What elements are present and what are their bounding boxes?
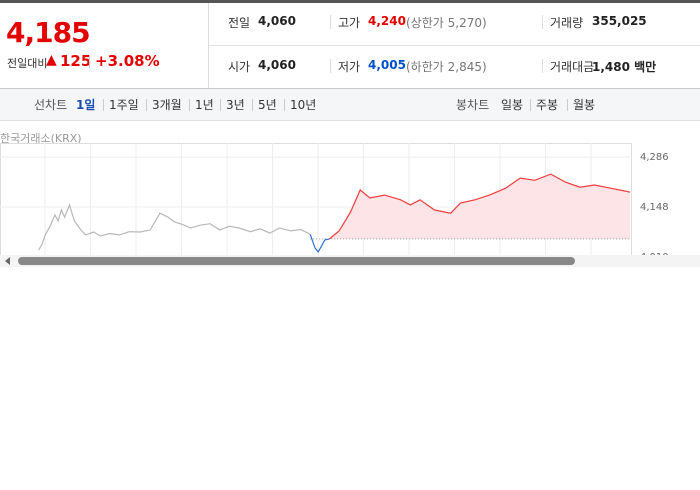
divider: [330, 15, 331, 29]
stat-label: 거래대금: [550, 60, 595, 74]
line: [309, 234, 330, 253]
top-border: [0, 0, 700, 3]
tab[interactable]: 1주일: [109, 98, 139, 112]
y-tick-label: 4,010: [640, 252, 669, 263]
divider: [208, 3, 209, 88]
line: [329, 173, 631, 240]
y-tick-label: 4,148: [640, 202, 669, 213]
source: 한국거래소(KRX): [0, 132, 82, 145]
tab-label: 봉차트: [456, 98, 490, 112]
plot: 4,286 4,148 4,010: [0, 143, 669, 263]
divider: [330, 59, 331, 73]
change-label: 전일대비: [7, 57, 48, 70]
line: [38, 203, 311, 251]
stat-label: 전일: [228, 16, 251, 30]
stat-note: (상한가 5,270): [406, 16, 487, 30]
tab[interactable]: 3개월: [152, 98, 182, 112]
divider: [542, 15, 543, 29]
stat-value: 355,025: [592, 14, 647, 28]
stat-value: 1,480 백만: [592, 60, 657, 74]
stat-note: (하한가 2,845): [406, 60, 487, 74]
chart: 4,286 4,148 4,010: [0, 143, 700, 267]
divider: [220, 99, 221, 111]
scroll-thumb[interactable]: [18, 257, 575, 265]
stat-value: 4,060: [258, 58, 296, 72]
divider: [530, 99, 531, 111]
divider: [209, 45, 700, 46]
divider: [146, 99, 147, 111]
up-icon: ▲: [46, 52, 57, 68]
divider: [284, 99, 285, 111]
scroll-arrow: [5, 257, 10, 265]
stat-label: 저가: [338, 60, 361, 74]
stat-value: 4,240: [368, 14, 406, 28]
divider: [252, 99, 253, 111]
price: 4,185: [6, 16, 91, 49]
tab[interactable]: 3년: [226, 98, 245, 112]
stat-label: 거래량: [550, 16, 584, 30]
stat-value: 4,005: [368, 58, 406, 72]
tab[interactable]: 주봉: [536, 98, 559, 112]
divider: [89, 55, 90, 68]
tab[interactable]: 5년: [258, 98, 277, 112]
change-rate: +3.08%: [95, 52, 160, 70]
tab[interactable]: 월봉: [573, 98, 596, 112]
tab[interactable]: 1일: [76, 98, 96, 112]
divider: [103, 99, 104, 111]
stat-label: 고가: [338, 16, 361, 30]
tab[interactable]: 1년: [195, 98, 214, 112]
tab[interactable]: 일봉: [501, 98, 524, 112]
divider: [542, 59, 543, 73]
plot-frame: [0, 143, 632, 255]
stat-label: 시가: [228, 60, 251, 74]
stat-value: 4,060: [258, 14, 296, 28]
divider: [567, 99, 568, 111]
tab-bar: [0, 88, 700, 121]
area: [329, 174, 630, 239]
tab-label: 선차트: [34, 98, 68, 112]
tab[interactable]: 10년: [290, 98, 317, 112]
change: 125: [60, 52, 92, 70]
y-tick-label: 4,286: [640, 152, 669, 163]
divider: [189, 99, 190, 111]
